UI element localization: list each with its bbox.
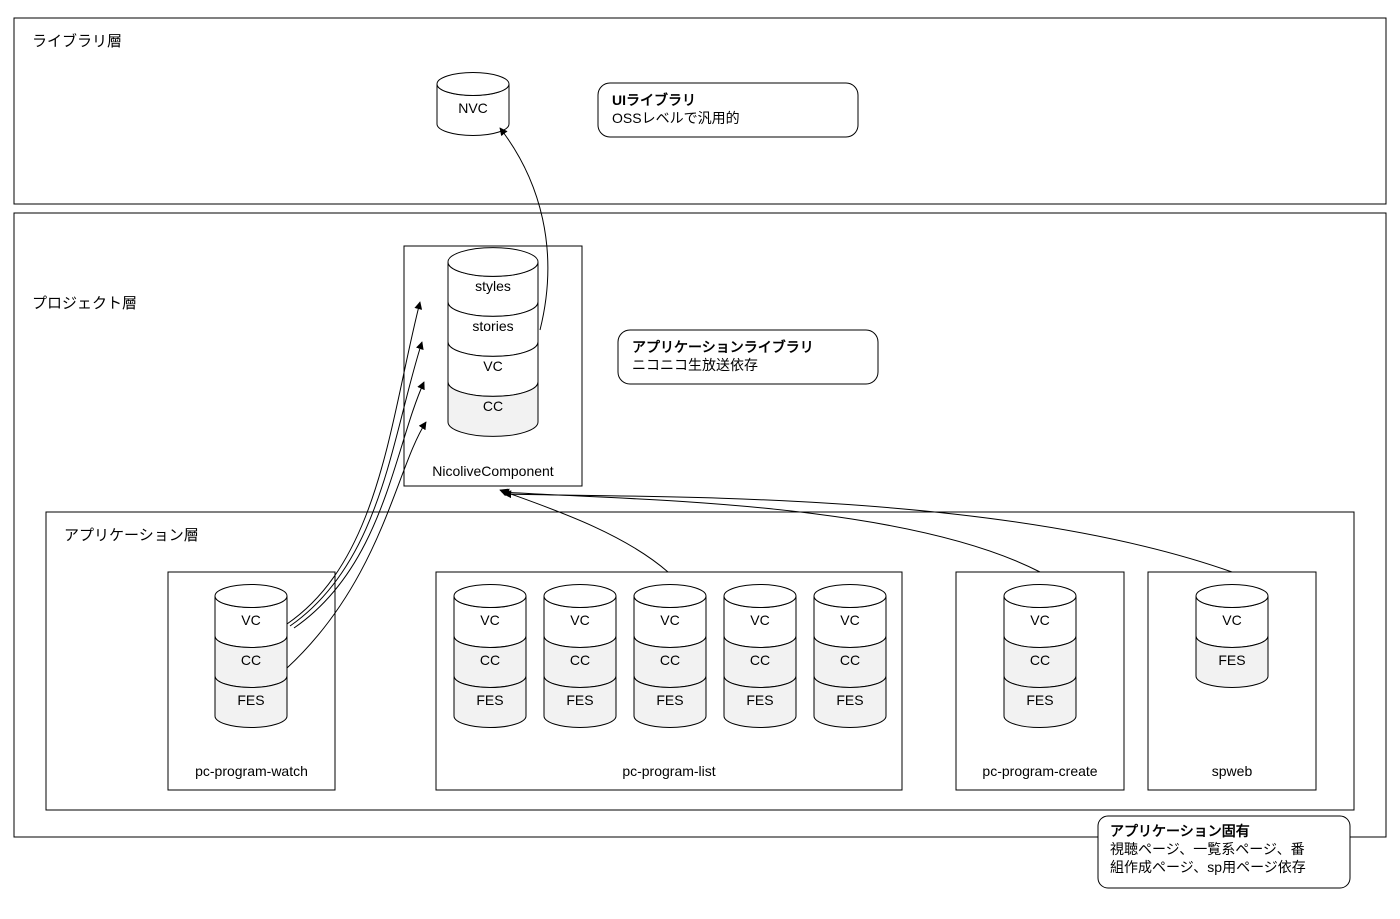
arrow-app-0: [500, 490, 668, 572]
svg-text:VC: VC: [660, 612, 679, 628]
app-spweb: VC FES spweb: [1148, 572, 1316, 790]
svg-text:ニコニコ生放送依存: ニコニコ生放送依存: [632, 357, 758, 373]
app-pc-program-watch-caption: pc-program-watch: [195, 763, 308, 779]
app-pc-program-create-caption: pc-program-create: [982, 763, 1097, 779]
nvc-cylinder: NVC: [437, 72, 509, 135]
layer-project-label: プロジェクト層: [32, 295, 137, 312]
svg-text:VC: VC: [241, 612, 260, 628]
svg-text:OSSレベルで汎用的: OSSレベルで汎用的: [612, 110, 740, 126]
app-pc-program-list: VC CC FES VC CC FES VC CC FES VC CC FES VC CC FES pc-pr…: [436, 572, 902, 790]
svg-text:FES: FES: [746, 692, 773, 708]
app-pc-program-list-stack-0: VC CC FES: [454, 584, 526, 727]
app-pc-program-list-stack-3: VC CC FES: [724, 584, 796, 727]
note-project: アプリケーションライブラリニコニコ生放送依存: [618, 330, 878, 384]
svg-text:NVC: NVC: [458, 100, 488, 116]
svg-text:VC: VC: [750, 612, 769, 628]
svg-text:視聴ページ、一覧系ページ、番: 視聴ページ、一覧系ページ、番: [1110, 841, 1305, 857]
app-pc-program-create-stack-0: VC CC FES: [1004, 584, 1076, 727]
svg-text:FES: FES: [656, 692, 683, 708]
svg-text:FES: FES: [566, 692, 593, 708]
app-pc-program-watch-stack-0: VC CC FES: [215, 584, 287, 727]
svg-text:VC: VC: [480, 612, 499, 628]
svg-text:FES: FES: [1218, 652, 1245, 668]
svg-text:アプリケーションライブラリ: アプリケーションライブラリ: [632, 339, 814, 355]
svg-text:CC: CC: [750, 652, 770, 668]
svg-text:VC: VC: [1222, 612, 1241, 628]
arrow-watch-3: [287, 422, 426, 668]
app-spweb-caption: spweb: [1212, 763, 1253, 779]
app-pc-program-list-caption: pc-program-list: [622, 763, 715, 779]
app-pc-program-create: VC CC FES pc-program-create: [956, 572, 1124, 790]
svg-text:UIライブラリ: UIライブラリ: [612, 92, 696, 108]
svg-text:FES: FES: [237, 692, 264, 708]
app-pc-program-list-stack-2: VC CC FES: [634, 584, 706, 727]
svg-text:アプリケーション固有: アプリケーション固有: [1110, 823, 1250, 839]
app-pc-program-list-stack-4: VC CC FES: [814, 584, 886, 727]
app-pc-program-list-stack-1: VC CC FES: [544, 584, 616, 727]
nicolive-stack: styles stories VC CC: [448, 248, 538, 437]
svg-text:CC: CC: [570, 652, 590, 668]
svg-text:VC: VC: [840, 612, 859, 628]
layer-application-label: アプリケーション層: [64, 527, 199, 544]
nicolive-caption: NicoliveComponent: [432, 463, 554, 479]
layer-project: [14, 213, 1386, 837]
svg-text:VC: VC: [1030, 612, 1049, 628]
svg-text:VC: VC: [570, 612, 589, 628]
note-library: UIライブラリ OSSレベルで汎用的: [598, 83, 858, 137]
svg-text:CC: CC: [840, 652, 860, 668]
svg-text:FES: FES: [836, 692, 863, 708]
app-spweb-stack-0: VC FES: [1196, 584, 1268, 687]
svg-text:CC: CC: [480, 652, 500, 668]
svg-text:CC: CC: [483, 398, 503, 414]
svg-text:FES: FES: [1026, 692, 1053, 708]
svg-text:CC: CC: [241, 652, 261, 668]
arrow-app-1: [502, 492, 1040, 572]
nicolive-component: styles stories VC CC NicoliveComponent: [404, 246, 582, 486]
svg-text:CC: CC: [1030, 652, 1050, 668]
svg-text:stories: stories: [472, 318, 513, 334]
arrow-app-2: [504, 494, 1232, 572]
svg-text:CC: CC: [660, 652, 680, 668]
arrow-watch-0: [287, 302, 420, 624]
layer-library-label: ライブラリ層: [32, 32, 122, 50]
note-app: アプリケーション固有視聴ページ、一覧系ページ、番組作成ページ、sp用ページ依存: [1098, 816, 1350, 888]
svg-text:VC: VC: [483, 358, 502, 374]
svg-text:組作成ページ、sp用ページ依存: 組作成ページ、sp用ページ依存: [1110, 859, 1306, 875]
arrow-watch-1: [290, 342, 422, 626]
svg-text:FES: FES: [476, 692, 503, 708]
svg-text:styles: styles: [475, 278, 511, 294]
